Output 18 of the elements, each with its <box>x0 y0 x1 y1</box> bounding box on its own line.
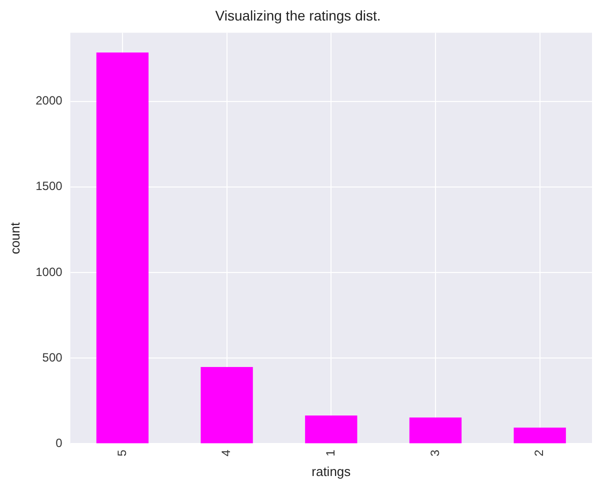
chart-title: Visualizing the ratings dist. <box>215 7 381 24</box>
x-tick-label: 2 <box>532 449 546 456</box>
y-axis-title: count <box>7 222 22 254</box>
x-tick-label: 3 <box>428 449 442 456</box>
x-tick-label: 4 <box>219 449 234 456</box>
x-tick-label: 5 <box>114 449 129 456</box>
x-tick-label: 1 <box>323 449 338 456</box>
bar <box>200 367 253 444</box>
y-tick-label: 1000 <box>36 264 63 279</box>
bar <box>409 418 462 444</box>
y-tick-label: 2000 <box>36 94 63 108</box>
bar <box>96 52 149 444</box>
y-tick-label: 0 <box>56 436 63 450</box>
y-tick-label: 500 <box>42 350 63 364</box>
bar <box>514 428 566 444</box>
x-axis-title: ratings <box>312 464 352 479</box>
bar <box>305 415 358 444</box>
y-tick-label: 1500 <box>36 179 63 194</box>
